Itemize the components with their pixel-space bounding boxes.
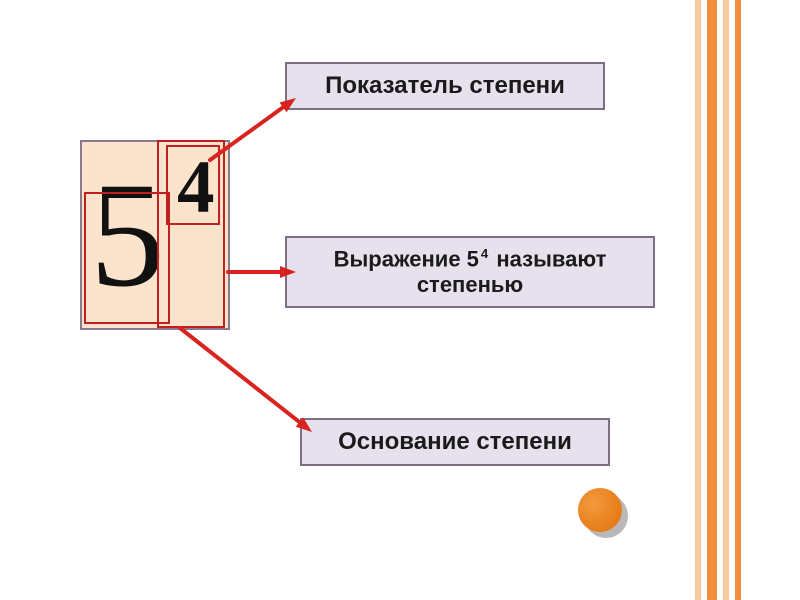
- label-expression-power-text: Выражение 54 называют степенью: [295, 246, 645, 298]
- label-exponent-indicator-text: Показатель степени: [325, 72, 565, 100]
- highlight-exponent: [166, 145, 220, 225]
- label-mid-sup: 4: [481, 246, 488, 261]
- nav-dot[interactable]: [578, 488, 622, 532]
- diagram-content: 5 4 Показатель степени Выражение 54 назы…: [0, 0, 800, 600]
- label-base-text: Основание степени: [338, 428, 572, 456]
- label-mid-pre: Выражение 5: [334, 246, 479, 271]
- label-exponent-indicator: Показатель степени: [285, 62, 605, 110]
- label-expression-power: Выражение 54 называют степенью: [285, 236, 655, 308]
- label-base: Основание степени: [300, 418, 610, 466]
